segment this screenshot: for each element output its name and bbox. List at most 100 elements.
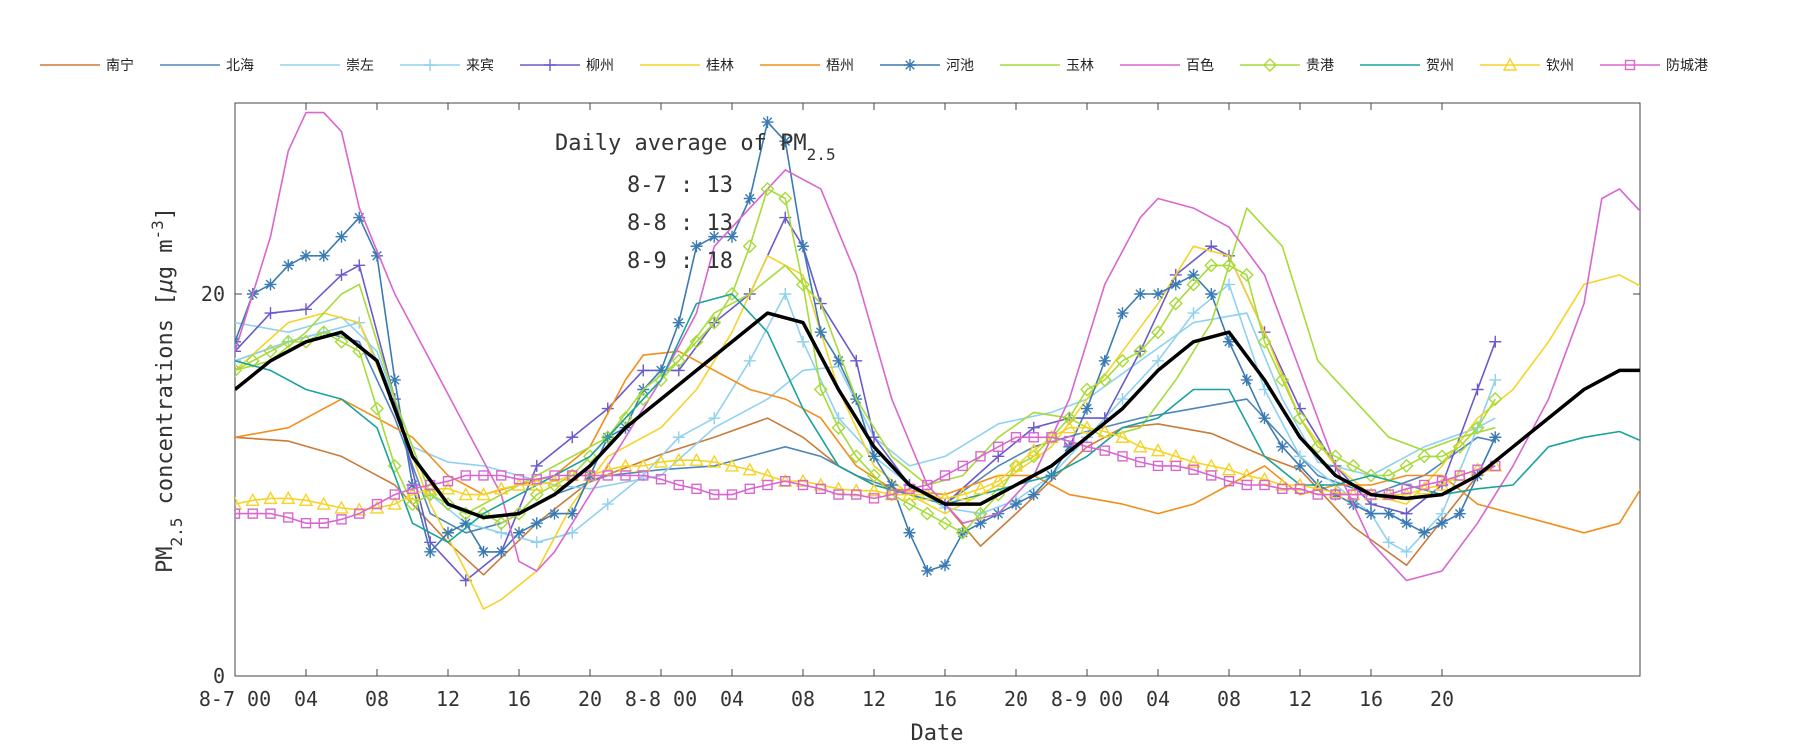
series-7-point-53 bbox=[1169, 278, 1182, 291]
series-10-point-41 bbox=[955, 525, 970, 540]
series-13-point-66 bbox=[1401, 483, 1412, 495]
series-3-point-26 bbox=[1152, 354, 1164, 367]
series-13-point-41 bbox=[957, 460, 968, 472]
annotation-title: Daily average of PM2.5 bbox=[555, 131, 836, 164]
series-12-point-48 bbox=[1079, 420, 1095, 434]
series-7-point-67 bbox=[1418, 526, 1431, 539]
legend-marker-13 bbox=[1624, 59, 1636, 71]
series-10-point-40 bbox=[938, 516, 952, 531]
series-7-point-52 bbox=[1152, 288, 1164, 300]
series-10-point-30 bbox=[760, 181, 775, 196]
series-12-point-44 bbox=[1008, 458, 1024, 472]
x-tick-label-6: 8-8 00 bbox=[625, 687, 697, 711]
x-tick-label-14: 08 bbox=[1217, 687, 1241, 711]
series-13-point-39 bbox=[922, 479, 933, 491]
series-4-point-38 bbox=[1489, 335, 1502, 348]
series-13-point-10 bbox=[407, 483, 418, 495]
y-tick-label-0: 0 bbox=[213, 664, 225, 688]
legend-label-0: 南宁 bbox=[106, 57, 134, 74]
series-13-point-26 bbox=[691, 483, 702, 495]
annotation-title-sub: 2.5 bbox=[807, 145, 836, 164]
series-10-point-25 bbox=[671, 353, 686, 368]
x-axis-label: Date bbox=[911, 721, 964, 746]
series-7-point-33 bbox=[814, 326, 827, 339]
legend-label-6: 梧州 bbox=[826, 58, 854, 74]
series-7-point-44 bbox=[1010, 498, 1022, 511]
series-10-point-69 bbox=[1452, 439, 1467, 454]
series-10-point-56 bbox=[1222, 258, 1236, 273]
legend-entry-4: 柳州 bbox=[520, 57, 614, 74]
y-label-rest: concentrations [ bbox=[153, 292, 178, 517]
series-10-point-23 bbox=[636, 392, 651, 407]
series-3-point-13 bbox=[708, 412, 721, 425]
series-7-point-30 bbox=[761, 116, 774, 129]
legend-entry-7: 河池 bbox=[880, 58, 974, 74]
series-12-point-49 bbox=[1097, 424, 1112, 438]
series-10-point-31 bbox=[778, 191, 793, 206]
series-3-point-37 bbox=[1489, 373, 1502, 386]
series-7-point-8 bbox=[371, 249, 383, 262]
x-tick-label-8: 08 bbox=[791, 687, 815, 711]
series-7-point-60 bbox=[1294, 459, 1306, 472]
series-line-14 bbox=[235, 311, 1640, 520]
series-13-point-68 bbox=[1436, 475, 1448, 487]
y-tick-label-20: 20 bbox=[201, 282, 225, 306]
series-13-point-47 bbox=[1064, 435, 1075, 447]
series-12-point-47 bbox=[1062, 420, 1077, 434]
x-tick-label-10: 16 bbox=[933, 687, 957, 711]
series-13-point-69 bbox=[1454, 470, 1465, 481]
series-7-point-51 bbox=[1134, 288, 1147, 300]
series-12-point-3 bbox=[281, 490, 296, 505]
series-3-point-0 bbox=[235, 354, 241, 367]
series-13-point-42 bbox=[975, 451, 986, 462]
legend-entry-10: 贵港 bbox=[1240, 58, 1334, 74]
series-13-point-7 bbox=[354, 508, 365, 519]
series-13-point-29 bbox=[744, 483, 755, 495]
series-13-point-2 bbox=[265, 508, 276, 519]
series-10-point-61 bbox=[1310, 439, 1325, 454]
y-label-close: ] bbox=[153, 207, 178, 220]
series-3-point-34 bbox=[1400, 545, 1413, 558]
legend-label-2: 崇左 bbox=[346, 58, 374, 74]
series-7-point-68 bbox=[1436, 517, 1448, 530]
series-3-point-14 bbox=[743, 354, 756, 367]
series-10-point-0 bbox=[235, 363, 242, 378]
y-label-pm: PM bbox=[153, 547, 178, 574]
series-13-point-28 bbox=[726, 489, 738, 500]
series-12-point-43 bbox=[991, 473, 1006, 487]
series-10-point-3 bbox=[281, 334, 296, 349]
series-10-point-49 bbox=[1097, 372, 1112, 387]
series-line-10 bbox=[235, 188, 1496, 534]
y-label-unit: g m bbox=[153, 239, 178, 279]
series-7-point-40 bbox=[939, 559, 951, 572]
series-3-point-15 bbox=[779, 288, 792, 300]
legend-marker-10 bbox=[1263, 58, 1277, 72]
series-7-point-54 bbox=[1187, 268, 1200, 281]
series-10-point-63 bbox=[1346, 458, 1361, 473]
y-label-sub: 2.5 bbox=[167, 518, 186, 547]
series-12-point-38 bbox=[902, 487, 917, 501]
series-13-point-13 bbox=[460, 470, 471, 481]
series-12-point-13 bbox=[458, 487, 473, 501]
series-12-point-54 bbox=[1186, 454, 1201, 468]
series-10-point-70 bbox=[1470, 420, 1485, 435]
x-tick-label-7: 04 bbox=[720, 687, 744, 711]
series-12-point-16 bbox=[511, 477, 527, 491]
series-13-point-40 bbox=[939, 470, 951, 481]
series-7-point-17 bbox=[530, 517, 543, 530]
series-7-point-26 bbox=[690, 240, 703, 253]
series-13-point-49 bbox=[1099, 445, 1110, 456]
series-10-point-32 bbox=[796, 277, 810, 292]
series-4-point-1 bbox=[264, 307, 277, 320]
series-13-point-25 bbox=[673, 479, 684, 491]
series-4-point-0 bbox=[235, 345, 241, 358]
series-3-point-27 bbox=[1187, 307, 1200, 320]
series-12-point-41 bbox=[955, 487, 970, 501]
series-7-point-66 bbox=[1400, 517, 1413, 530]
series-13-point-63 bbox=[1348, 489, 1359, 500]
series-13-point-50 bbox=[1117, 451, 1128, 462]
x-tick-label-11: 20 bbox=[1004, 687, 1028, 711]
series-10-point-53 bbox=[1168, 296, 1183, 311]
series-10-point-15 bbox=[494, 516, 509, 531]
series-7-point-29 bbox=[743, 192, 756, 205]
